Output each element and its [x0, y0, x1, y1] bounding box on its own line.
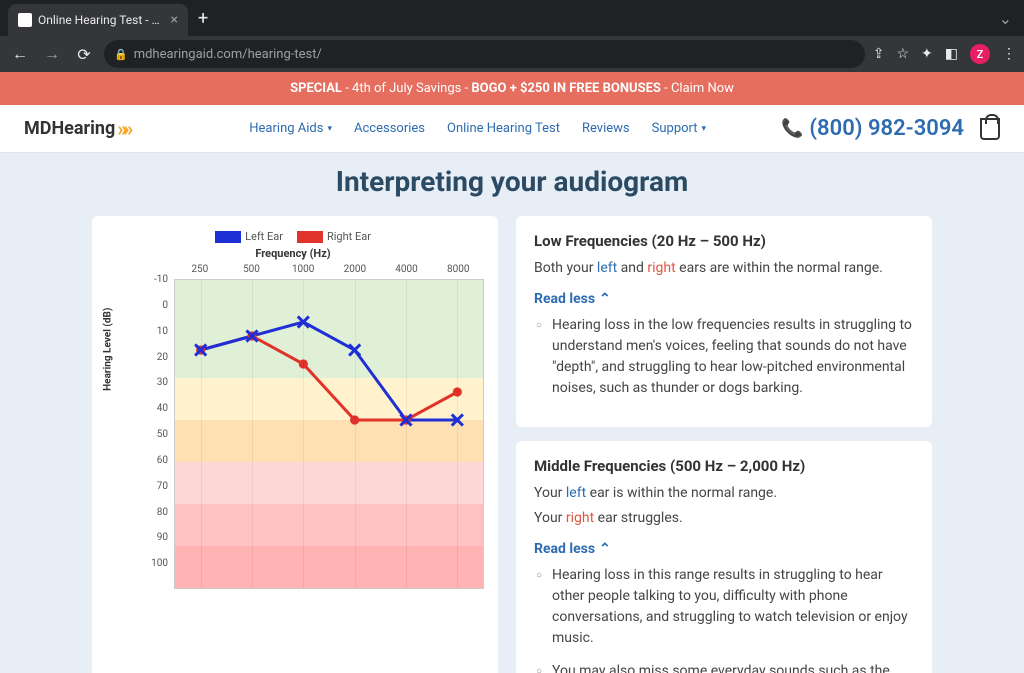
chart-x-label: Frequency (Hz): [102, 247, 484, 260]
lock-icon: 🔒: [114, 48, 128, 61]
nav-support[interactable]: Support▾: [652, 121, 706, 136]
panel-icon[interactable]: ◧: [945, 46, 958, 62]
page-title: Interpreting your audiogram: [92, 153, 932, 216]
legend-right: Right Ear: [297, 230, 371, 243]
browser-tabstrip: Online Hearing Test - Free, Ins × + ⌄: [0, 0, 1024, 36]
nav-accessories[interactable]: Accessories: [354, 121, 425, 136]
chart-y-ticks: -100102030405060708090100: [138, 279, 174, 589]
tab-title: Online Hearing Test - Free, Ins: [38, 13, 165, 27]
star-icon[interactable]: ☆: [896, 46, 909, 62]
bullet-item: You may also miss some everyday sounds s…: [552, 661, 914, 673]
bullet-item: Hearing loss in the low frequencies resu…: [552, 315, 914, 399]
mid-freq-bullets: Hearing loss in this range results in st…: [534, 565, 914, 673]
chevron-down-icon: ▾: [327, 124, 332, 134]
chevron-down-icon: ▾: [702, 124, 707, 134]
chevron-up-icon: ⌃: [599, 541, 611, 557]
menu-icon[interactable]: ⋮: [1002, 46, 1016, 62]
profile-avatar[interactable]: Z: [970, 44, 990, 64]
phone-link[interactable]: 📞(800) 982-3094: [781, 116, 964, 141]
chart-legend: Left Ear Right Ear: [102, 230, 484, 243]
chart-plot-area: [174, 279, 484, 589]
chevron-down-icon[interactable]: ⌄: [999, 9, 1012, 28]
browser-toolbar: ← → ⟳ 🔒 mdhearingaid.com/hearing-test/ ⇪…: [0, 36, 1024, 72]
cart-icon[interactable]: [980, 118, 1000, 140]
promo-banner[interactable]: SPECIAL - 4th of July Savings - BOGO + $…: [0, 72, 1024, 105]
phone-icon: 📞: [781, 118, 803, 139]
mid-freq-card: Middle Frequencies (500 Hz – 2,000 Hz) Y…: [516, 441, 932, 673]
audiogram-chart-card: Left Ear Right Ear Frequency (Hz) 250500…: [92, 216, 498, 673]
address-bar[interactable]: 🔒 mdhearingaid.com/hearing-test/: [104, 40, 865, 68]
nav-hearing-aids[interactable]: Hearing Aids▾: [249, 121, 332, 136]
nav-reviews[interactable]: Reviews: [582, 121, 630, 136]
chart-lines: [175, 280, 483, 588]
main-nav: Hearing Aids▾ Accessories Online Hearing…: [249, 121, 706, 136]
mid-freq-heading: Middle Frequencies (500 Hz – 2,000 Hz): [534, 457, 914, 475]
extensions-icon[interactable]: ✦: [921, 46, 933, 62]
mid-freq-left-line: Your left ear is within the normal range…: [534, 483, 914, 504]
nav-online-test[interactable]: Online Hearing Test: [447, 121, 560, 136]
low-freq-card: Low Frequencies (20 Hz – 500 Hz) Both yo…: [516, 216, 932, 427]
legend-left: Left Ear: [215, 230, 283, 243]
page-content: Interpreting your audiogram Left Ear Rig…: [0, 153, 1024, 673]
close-icon[interactable]: ×: [171, 12, 178, 28]
forward-button[interactable]: →: [40, 42, 64, 66]
bullet-item: Hearing loss in this range results in st…: [552, 565, 914, 649]
mid-freq-right-line: Your right ear struggles.: [534, 508, 914, 529]
new-tab-button[interactable]: +: [188, 8, 218, 29]
low-freq-heading: Low Frequencies (20 Hz – 500 Hz): [534, 232, 914, 250]
low-freq-bullets: Hearing loss in the low frequencies resu…: [534, 315, 914, 399]
chart-x-ticks: 2505001000200040008000: [138, 264, 484, 275]
low-freq-summary: Both your left and right ears are within…: [534, 258, 914, 279]
chart-y-label: Hearing Level (dB): [103, 307, 114, 390]
back-button[interactable]: ←: [8, 42, 32, 66]
share-icon[interactable]: ⇪: [873, 46, 885, 62]
site-header: MDHearing»» Hearing Aids▾ Accessories On…: [0, 105, 1024, 153]
favicon: [18, 13, 32, 27]
browser-tab[interactable]: Online Hearing Test - Free, Ins ×: [8, 4, 188, 36]
chevron-up-icon: ⌃: [599, 291, 611, 307]
mid-freq-toggle[interactable]: Read less⌃: [534, 541, 914, 557]
logo[interactable]: MDHearing»»: [24, 117, 129, 141]
window-controls: ⌄: [987, 9, 1024, 28]
reload-button[interactable]: ⟳: [72, 42, 96, 66]
low-freq-toggle[interactable]: Read less⌃: [534, 291, 914, 307]
logo-arrows-icon: »»: [117, 117, 129, 141]
url-text: mdhearingaid.com/hearing-test/: [134, 47, 322, 62]
